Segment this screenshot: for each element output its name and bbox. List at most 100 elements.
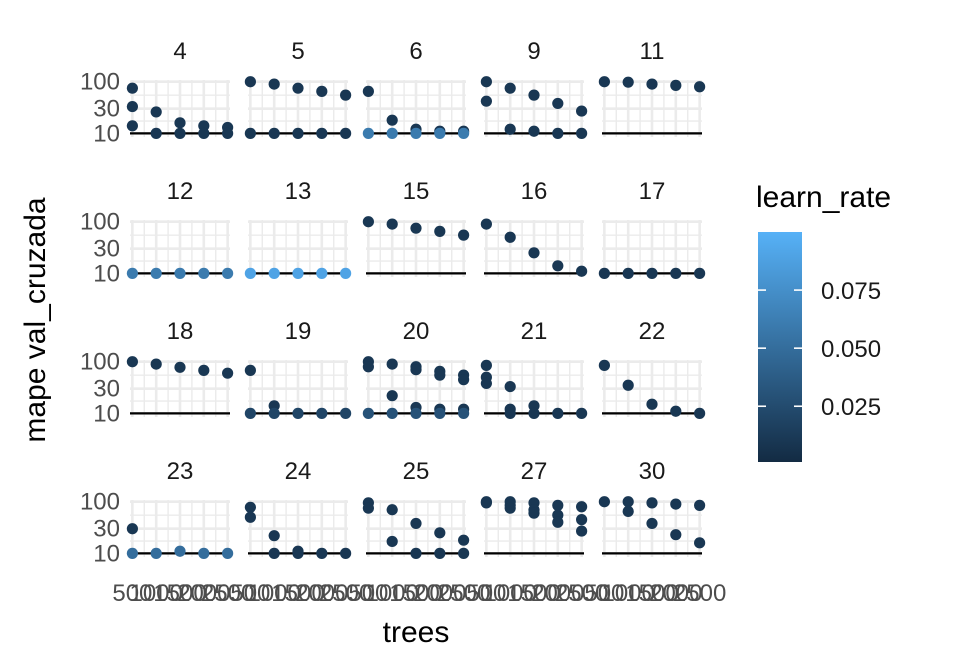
data-point [646, 497, 658, 509]
data-point [576, 525, 588, 537]
facet-strip-label: 19 [285, 318, 312, 345]
facet-strip-label: 27 [521, 458, 548, 485]
facet-strip-label: 13 [285, 178, 312, 205]
facet-panel: 22 [598, 318, 706, 419]
x-tick-label: 1000 [601, 580, 654, 607]
data-point [576, 265, 588, 277]
data-point [222, 127, 234, 139]
facet-strip-label: 21 [521, 318, 548, 345]
data-point [150, 127, 162, 139]
facet-strip-label: 4 [173, 38, 186, 65]
facet-strip-label: 25 [403, 458, 430, 485]
data-point [244, 501, 256, 513]
y-tick-label: 30 [93, 516, 120, 543]
data-point [340, 89, 352, 101]
data-point [386, 390, 398, 402]
data-point [504, 380, 516, 393]
facet-strip-label: 24 [285, 458, 312, 485]
data-point [268, 127, 280, 139]
data-point [670, 267, 682, 279]
y-tick-label: 100 [80, 489, 120, 516]
data-point [362, 127, 374, 139]
data-point [150, 267, 162, 279]
data-point [410, 407, 422, 419]
facet-panel: 15 [362, 178, 470, 277]
y-tick-label: 100 [80, 209, 120, 236]
data-point [386, 504, 398, 516]
data-point [410, 127, 422, 139]
data-point [598, 267, 610, 279]
x-tick-label: 2500 [437, 580, 490, 607]
data-point [552, 260, 564, 272]
data-point [362, 407, 374, 419]
facet-strip-label: 17 [639, 178, 666, 205]
data-point [528, 407, 540, 419]
data-point [552, 127, 564, 139]
color-legend: learn_rate 0.025 0.050 0.075 [756, 181, 891, 462]
data-point [386, 127, 398, 139]
data-point [694, 537, 706, 549]
data-point [362, 361, 374, 373]
x-tick-label: 1500 [389, 580, 442, 607]
data-point [622, 379, 634, 391]
data-point [528, 125, 540, 137]
data-point [576, 127, 588, 139]
y-tick-label: 10 [93, 260, 120, 287]
data-point [340, 127, 352, 139]
data-point [292, 547, 304, 559]
x-tick-label: 500 [466, 580, 506, 607]
x-axis-title: trees [383, 616, 450, 649]
facet-strip-label: 12 [167, 178, 194, 205]
data-point [198, 547, 210, 559]
data-point [340, 407, 352, 419]
facet-panel: 11 [598, 38, 706, 137]
x-tick-label: 1500 [625, 580, 678, 607]
x-tick-label: 2500 [673, 580, 726, 607]
data-point [552, 516, 564, 528]
data-point [504, 502, 516, 514]
facet-panel: 13 [244, 178, 352, 279]
facet-panel: 16 [480, 178, 588, 277]
data-point [198, 364, 210, 376]
x-tick-label: 1500 [271, 580, 324, 607]
data-point [646, 398, 658, 410]
data-point [480, 497, 492, 509]
data-point [316, 547, 328, 559]
data-point [222, 367, 234, 379]
y-tick-label: 30 [93, 96, 120, 123]
data-point [576, 514, 588, 526]
data-point [316, 267, 328, 279]
facet-panel: 6 [362, 38, 470, 139]
data-point [458, 534, 470, 546]
x-tick-label: 500 [112, 580, 152, 607]
data-point [458, 229, 470, 241]
data-point [622, 76, 634, 88]
data-point [244, 511, 256, 523]
x-tick-label: 2000 [177, 580, 230, 607]
data-point [504, 407, 516, 419]
data-point [528, 89, 540, 101]
legend-title: learn_rate [756, 181, 891, 214]
data-point [694, 81, 706, 93]
data-point [646, 78, 658, 90]
facet-strip-label: 15 [403, 178, 430, 205]
data-point [622, 267, 634, 279]
data-point [504, 82, 516, 94]
facet-strip-label: 9 [527, 38, 540, 65]
data-point [552, 499, 564, 511]
x-tick-label: 2000 [413, 580, 466, 607]
data-point [434, 527, 446, 539]
data-point [646, 517, 658, 530]
data-point [598, 496, 610, 508]
data-point [268, 267, 280, 279]
data-point [504, 231, 516, 243]
data-point [622, 496, 634, 508]
data-point [150, 547, 162, 559]
y-tick-label: 10 [93, 400, 120, 427]
data-point [480, 359, 492, 371]
